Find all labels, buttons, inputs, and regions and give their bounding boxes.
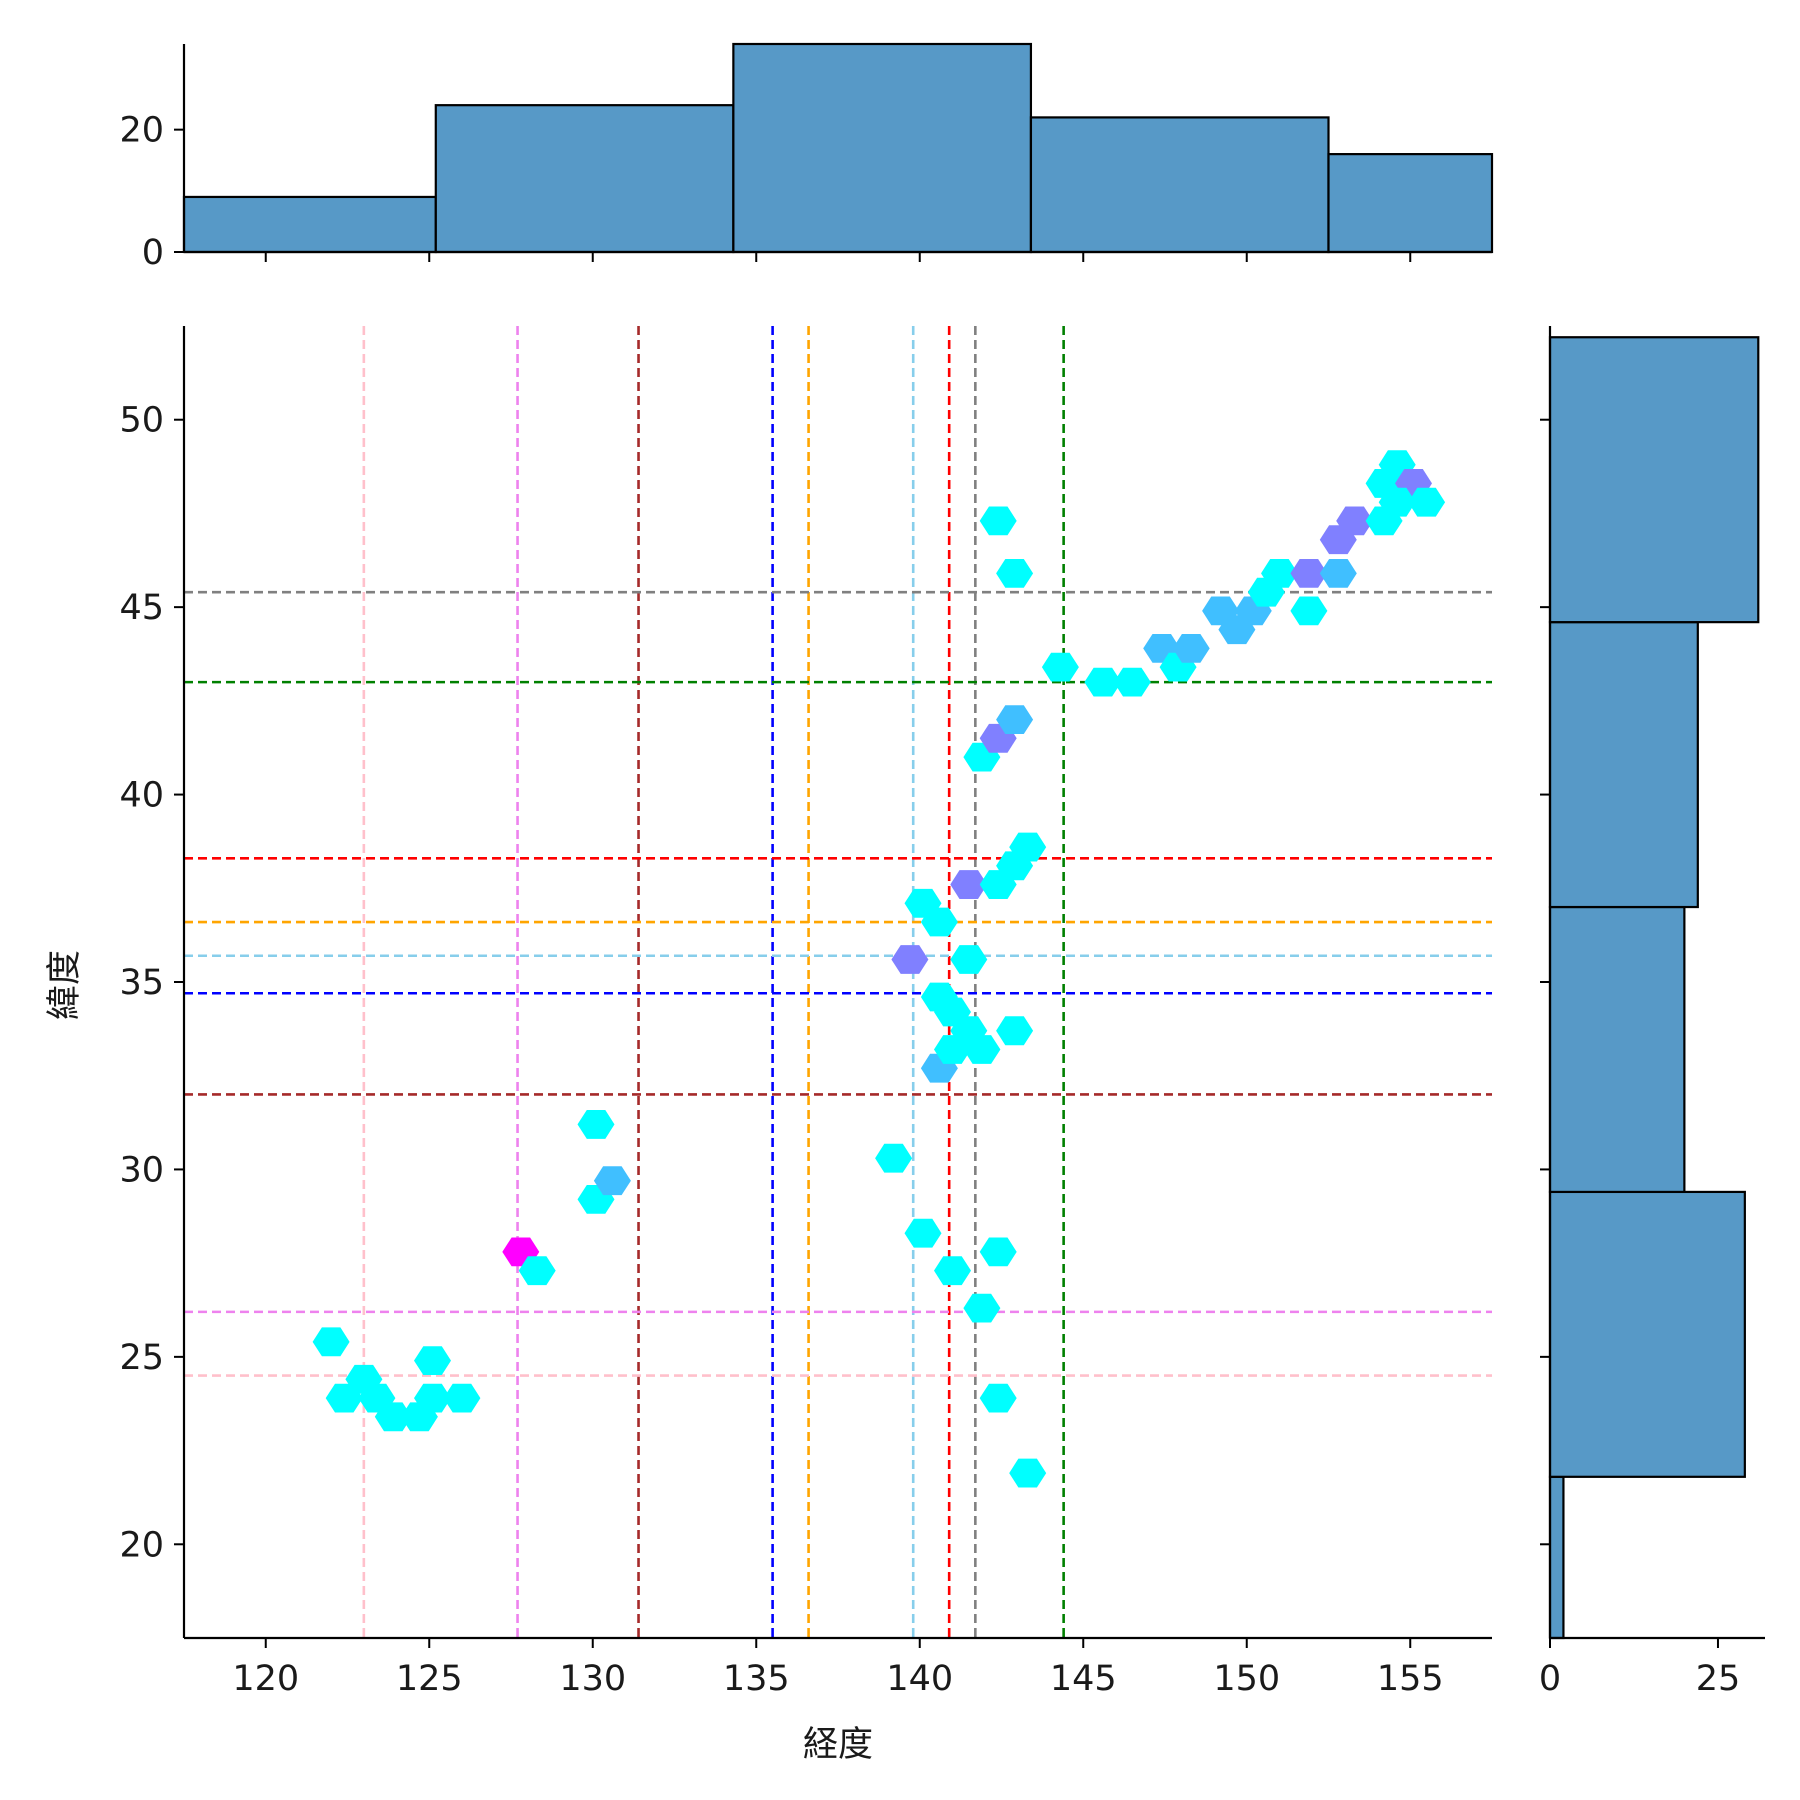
y-tick-label: 35 [119,963,164,1003]
hexbin-cell [996,1016,1034,1046]
marginal-x-bar [182,195,437,254]
x-tick-label: 135 [723,1659,790,1699]
y-tick-label: 20 [119,1525,164,1565]
marginal-x-tick-label: 20 [119,111,164,151]
marginal-y-tick-label: 25 [1696,1659,1741,1699]
marginal-y-bar [1548,336,1760,624]
marginal-y-axes: 0 25 [1539,326,1765,1699]
y-axis-ticks: 20 25 30 35 40 45 50 [119,401,184,1565]
hexbin-cell [950,870,988,899]
marginal-y-bar [1548,905,1686,1194]
marginal-y-tick-label: 0 [1539,1659,1561,1699]
marginal-y-bars [1548,336,1760,1640]
marginal-x-bar [434,104,735,254]
x-axis-label: 経度 [803,1725,873,1765]
hexbin-cell [1261,559,1298,588]
x-tick-label: 120 [232,1659,299,1699]
marginal-x-bar [1029,116,1330,254]
horizontal-reference-lines [184,590,1492,1377]
hexbin-cell [1113,667,1151,697]
hexbin-cell [1009,832,1047,862]
y-tick-label: 50 [119,401,164,441]
hexbin-cell [1041,652,1079,682]
y-tick-label: 30 [119,1150,164,1190]
hexbin-cell [963,1293,1001,1323]
hexbin-cell [1408,487,1446,517]
x-tick-label: 155 [1377,1659,1444,1699]
hexbin-cell [934,1256,971,1286]
marginal-x-tick-label: 0 [142,233,164,273]
hexbin-cell [577,1110,615,1139]
hexbin-cell [1319,559,1357,588]
hexbin-cell [875,1143,913,1173]
hexbin-cell [414,1383,451,1413]
x-tick-label: 140 [886,1659,953,1699]
hexbin-cell [312,1327,350,1357]
hexbin-cell [1290,559,1328,588]
hexbin-cell [414,1346,451,1375]
hexbin-cell [374,1402,412,1432]
vertical-reference-lines [362,326,1065,1638]
marginal-y-bar [1548,1190,1746,1478]
hexbin-cell [996,559,1034,588]
marginal-y-bar [1548,1475,1565,1640]
marginal-x-bars [182,42,1494,254]
marginal-y-bar [1548,621,1699,909]
hexbin-cell [979,1237,1017,1267]
hexbin-cell [518,1256,556,1286]
y-axis-label: 緯度 [45,950,85,1020]
hexbin-panel: 120 125 130 135 140 145 150 155 20253035404550 … [45,326,1492,1765]
hexbin-cell [996,705,1034,734]
y-tick-label: 25 [119,1338,164,1378]
x-axis-ticks: 120 125 130 135 140 145 150 155 [232,1638,1444,1699]
hexbin-cell [1336,506,1374,536]
hexbin-cell [891,945,929,974]
hexbin-cells [312,450,1446,1488]
marginal-x-bar [1327,153,1494,254]
y-tick-label: 45 [119,588,164,628]
hexbin-cell [1172,634,1210,663]
main-axes [182,326,1492,1640]
marginal-y-histogram: 0 25 [1539,326,1765,1699]
marginal-x-histogram: 0 20 [119,42,1494,273]
hexbin-cell [920,907,958,937]
y-tick-label: 40 [119,776,164,816]
marginal-x-bar [732,42,1033,254]
hexbin-cell [979,1383,1017,1413]
marginal-x-axes: 0 20 [119,44,1492,273]
x-tick-label: 150 [1213,1659,1280,1699]
hexbin-cell [1009,1458,1047,1488]
hexbin-cell [1290,596,1328,626]
x-tick-label: 145 [1050,1659,1117,1699]
hexbin-cell [979,506,1017,536]
x-tick-label: 130 [559,1659,626,1699]
hexbin-cell [963,1035,1001,1064]
hexbin-cell [593,1166,631,1196]
hexbin-cell [904,1218,942,1248]
hexbin-cell [1084,667,1122,697]
hexbin-cell [443,1383,481,1413]
x-tick-label: 125 [396,1659,463,1699]
hexbin-cell [950,945,988,974]
hexbin-cell [1378,487,1416,517]
